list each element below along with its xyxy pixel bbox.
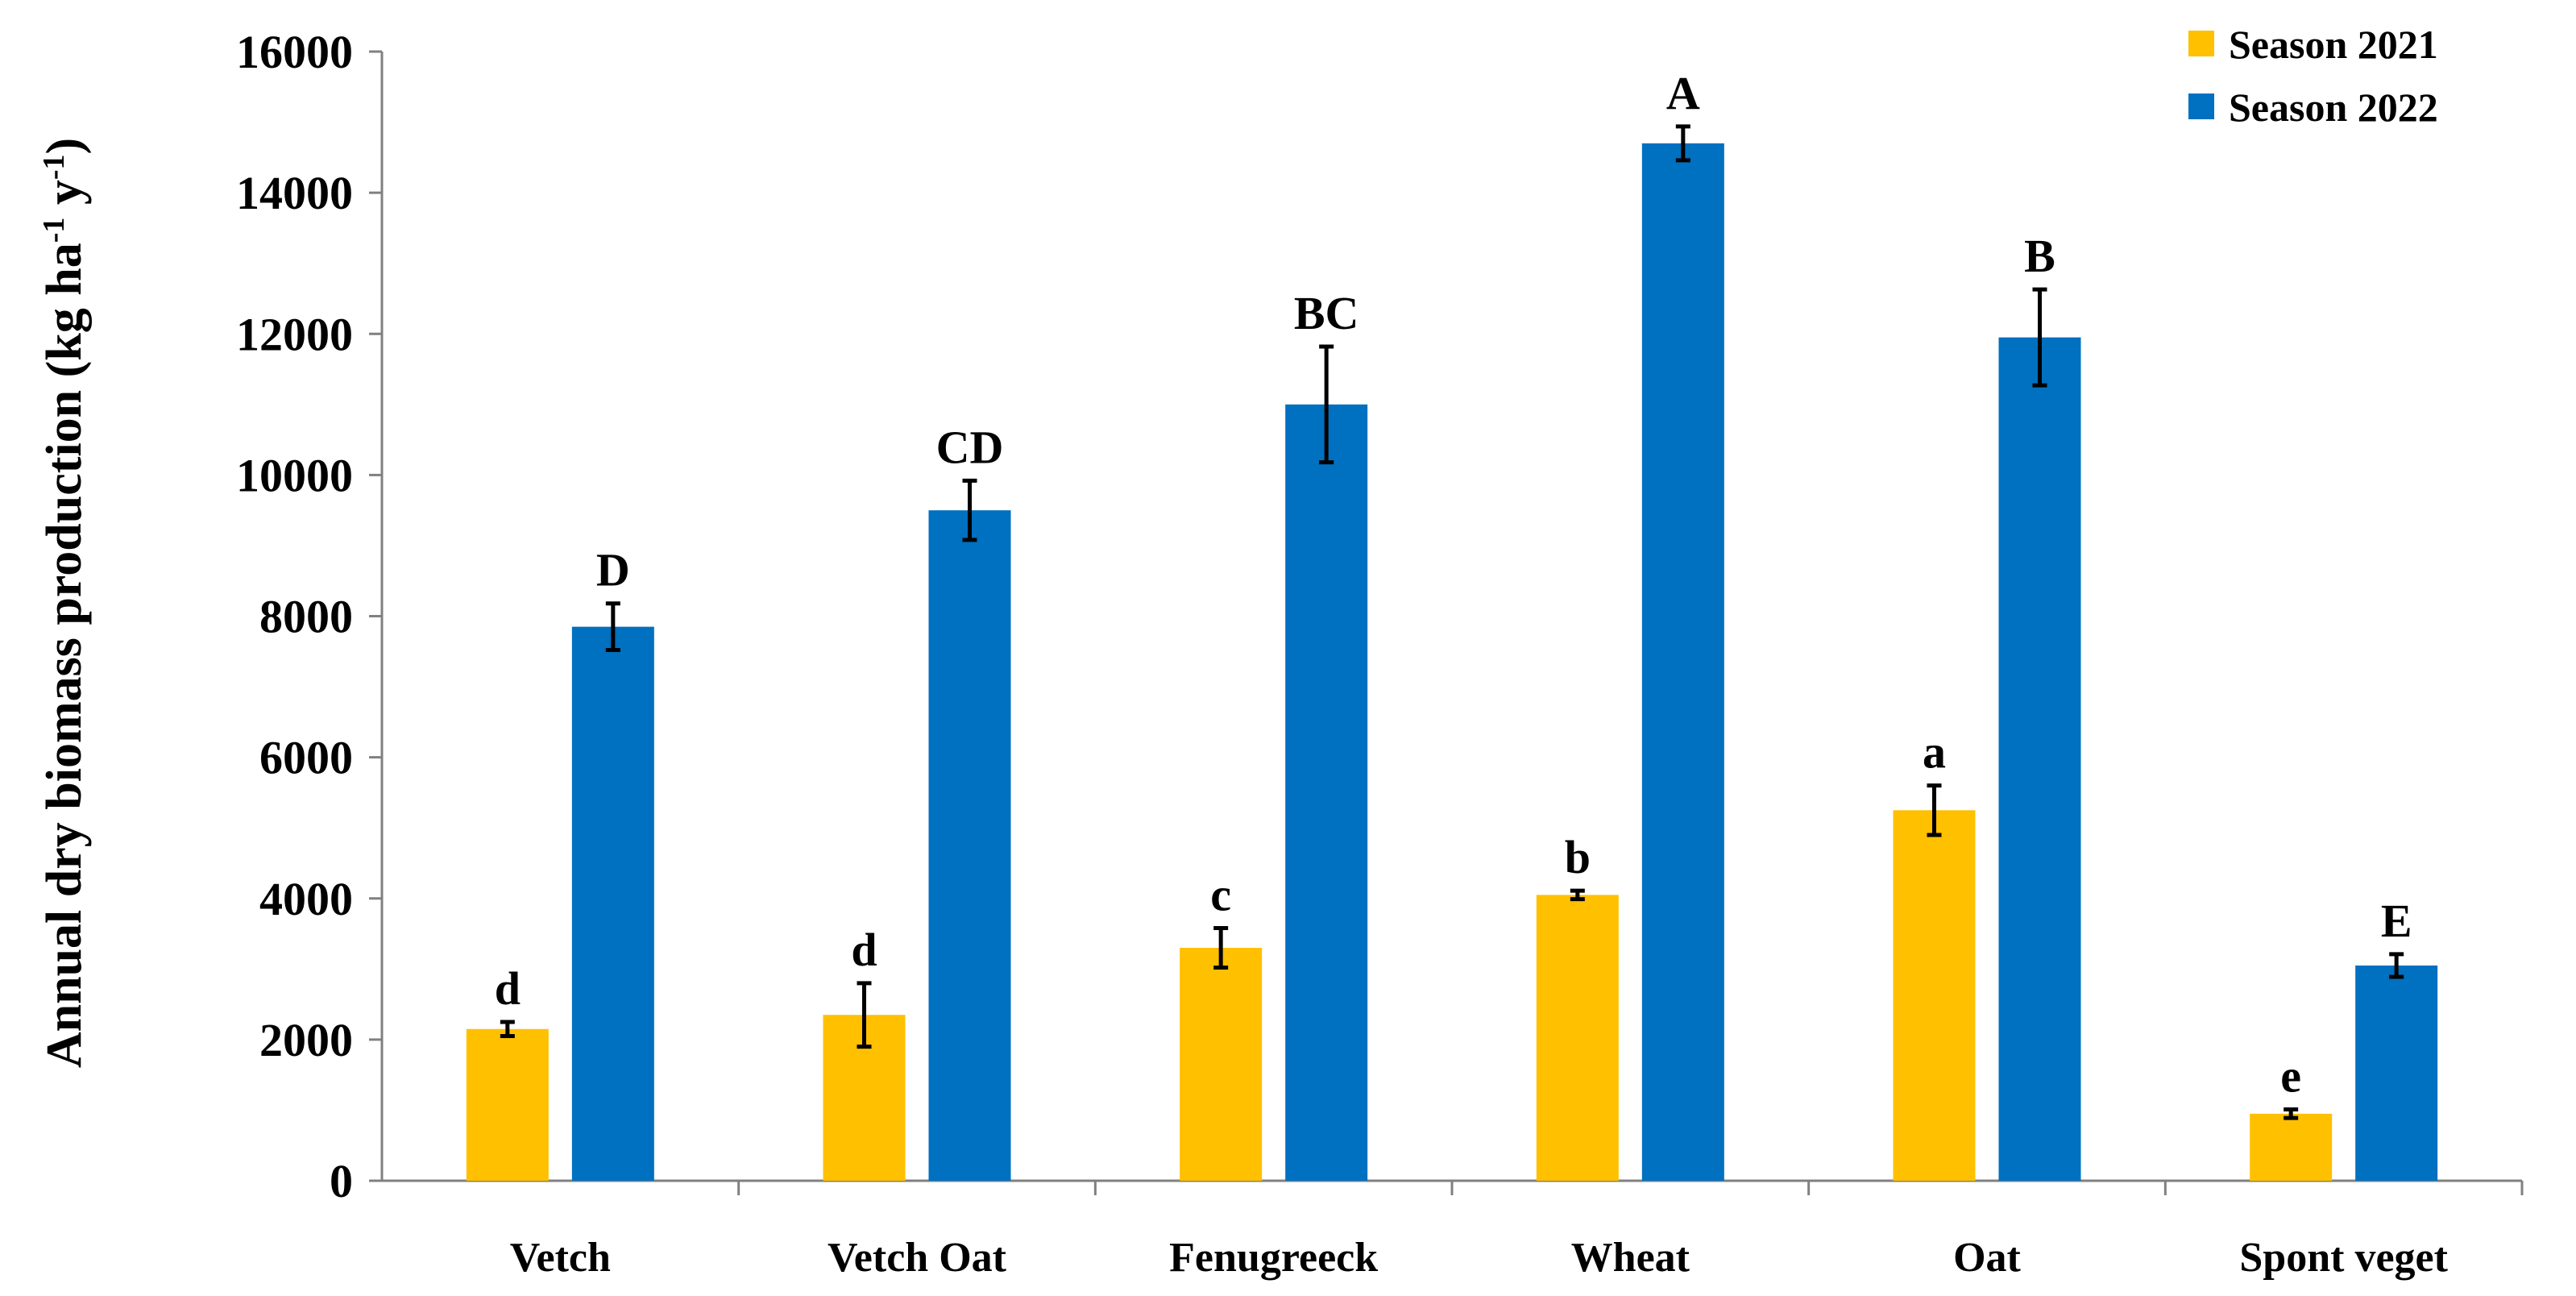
significance-letter: b [1565,831,1591,883]
significance-letter: c [1210,869,1231,921]
y-axis-title: Annual dry biomass production (kg ha-1 y… [37,138,92,1068]
significance-letter: e [2280,1050,2301,1103]
y-tick-label: 6000 [259,732,353,784]
significance-letter: D [596,544,630,596]
bar-season-2021 [1536,895,1619,1181]
y-tick-label: 16000 [236,26,353,78]
y-axis-units-open: (kg ha [37,243,92,377]
legend-swatch [2188,93,2214,119]
x-category-label: Vetch Oat [828,1235,1007,1281]
x-axis: Vetch Vetch Oat Fenugreeck Wheat Oat Spont ve… [382,1179,2524,1281]
y-axis-units-sup2: -1 [37,154,71,180]
bar-season-2021 [1180,948,1263,1181]
legend-swatch [2188,31,2214,56]
y-axis-title-text: Annual dry biomass production [37,390,92,1068]
x-category-label: Oat [1953,1235,2021,1281]
y-axis-units-mid: y [37,180,92,218]
bar-season-2022 [1641,143,1724,1181]
y-axis-units-sup1: -1 [37,218,71,243]
y-axis-units-close: ) [37,138,92,155]
bar-season-2022 [571,626,654,1181]
bar-season-2021 [2250,1113,2333,1181]
bar-season-2021 [1893,810,1976,1181]
significance-letter: d [495,962,521,1015]
y-axis: 0 2000 4000 6000 8000 10000 12000 14000 16000 [236,26,384,1207]
significance-letter: a [1923,726,1946,779]
significance-letters: d d c b a e D CD BC A B E [495,67,2412,1103]
y-tick-label: 12000 [236,308,353,360]
bar-season-2022 [1285,404,1368,1181]
y-tick-label: 0 [330,1155,353,1207]
error-bars [500,124,2404,1120]
x-category-label: Spont veget [2239,1235,2448,1281]
bar-season-2022 [1998,337,2081,1181]
y-tick-label: 14000 [236,167,353,219]
significance-letter: CD [936,421,1004,473]
significance-letter: d [851,924,877,976]
x-category-label: Wheat [1571,1235,1690,1281]
y-tick-label: 4000 [259,873,353,925]
significance-letter: E [2381,895,2412,947]
legend: Season 2021 Season 2022 [2188,22,2438,130]
y-tick-label: 10000 [236,449,353,501]
significance-letter: BC [1294,287,1359,339]
x-category-label: Fenugreeck [1169,1235,1378,1281]
x-category-label: Vetch [510,1235,611,1281]
legend-label: Season 2022 [2229,85,2438,130]
y-tick-label: 8000 [259,591,353,643]
y-tick-label: 2000 [259,1014,353,1066]
legend-label: Season 2021 [2229,22,2438,67]
significance-letter: A [1666,67,1700,119]
significance-letter: B [2024,230,2055,282]
bar-season-2022 [928,510,1011,1181]
bar-season-2021 [466,1028,549,1181]
bars [466,143,2438,1181]
bar-season-2022 [2355,965,2438,1181]
